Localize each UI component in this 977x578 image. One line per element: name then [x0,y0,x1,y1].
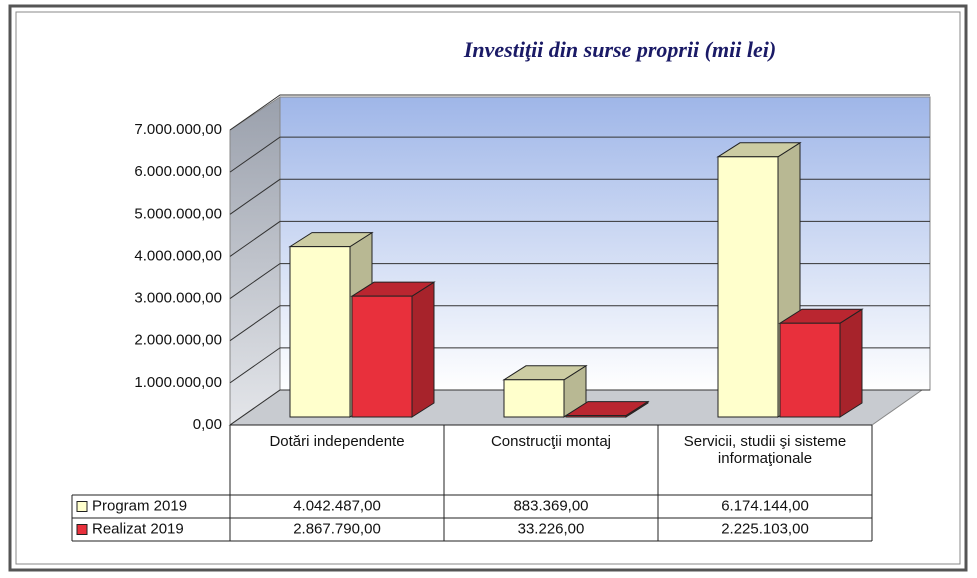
y-tick-label: 2.000.000,00 [134,332,222,349]
bar-side [839,308,863,418]
data-label: 6.174.144,00 [721,497,809,514]
y-tick-label: 6.000.000,00 [134,163,222,180]
legend-label: Realizat 2019 [92,520,184,537]
bar [289,246,351,418]
frame [8,4,968,572]
legend-label: Program 2019 [92,497,187,514]
grid-line [229,178,930,215]
grid-line [229,136,930,173]
x-tick-label: Dotări independente [269,433,405,450]
y-tick-label: 5.000.000,00 [134,205,222,222]
bar [503,379,565,418]
data-label: 2.225.103,00 [721,520,809,537]
data-label: 883.369,00 [513,497,588,514]
frame-inner [15,11,961,565]
grid-line [229,389,930,426]
side-wall [229,96,281,426]
y-tick-label: 7.000.000,00 [134,121,222,138]
data-label: 4.042.487,00 [293,497,381,514]
y-tick-label: 3.000.000,00 [134,290,222,307]
y-tick-label: 4.000.000,00 [134,247,222,264]
legend-swatch [76,501,88,512]
grid-line [229,305,930,342]
x-tick-label: Servicii, studii şi sisteme informaţiona… [683,433,847,467]
y-tick-label: 1.000.000,00 [134,374,222,391]
bar-side [411,281,435,418]
grid-line [229,94,930,131]
bar [717,156,779,418]
data-label: 2.867.790,00 [293,520,381,537]
grid-line [229,220,930,257]
grid-line [229,263,930,299]
grid-line [229,347,930,384]
bar [565,415,627,418]
data-label: 33.226,00 [518,520,585,537]
legend-swatch [76,524,88,535]
chart-title: Investiţii din surse proprii (mii lei) [463,37,776,62]
x-tick-label: Construcţii montaj [490,433,612,450]
bar [351,295,413,418]
y-tick-label: 0,00 [193,416,222,433]
bar [779,322,841,418]
